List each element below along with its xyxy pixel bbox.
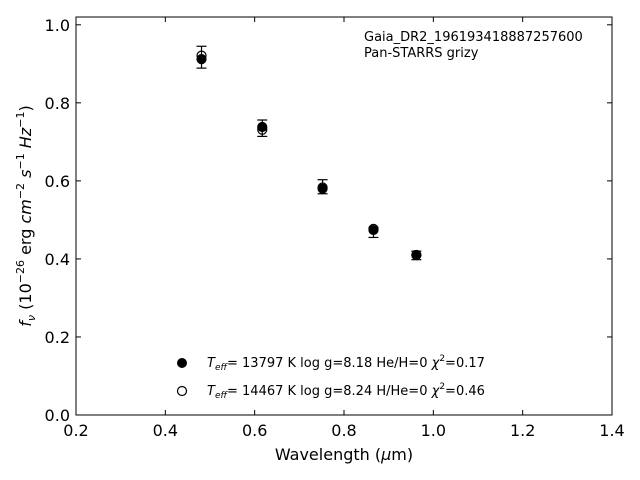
x-tick-label: 0.6 [242,421,267,440]
point-model-1 [257,121,268,133]
x-tick-label: 1.4 [599,421,624,440]
point-model-2 [257,124,268,135]
point-model-1 [196,54,207,65]
x-tick-label: 0.4 [153,421,178,440]
data-points [196,50,422,261]
y-axis-label: fν (10−26 erg cm−2 s−1 Hz−1) [14,105,38,326]
x-tick-label: 0.2 [63,421,88,440]
legend-entry-1: Teff= 13797 K log g=8.18 He/H=0 χ2=0.17 [207,354,485,373]
y-tick-label: 0.8 [45,94,70,113]
y-tick-label: 0.2 [45,328,70,347]
x-axis-ticks: 0.2 0.4 0.6 0.8 1.0 1.2 1.4 [63,17,625,440]
point-model-2 [411,249,422,261]
point-model-2 [317,182,328,193]
point-model-2 [196,50,207,61]
point-model-2 [368,223,379,234]
legend-marker-open [176,385,188,397]
y-tick-label: 0.4 [45,250,70,269]
legend-entry-2: Teff= 14467 K log g=8.24 H/He=0 χ2=0.46 [207,382,485,401]
y-tick-label: 1.0 [45,16,70,35]
x-tick-label: 1.0 [421,421,446,440]
legend: Teff= 13797 K log g=8.18 He/H=0 χ2=0.17 … [176,354,485,401]
y-tick-label: 0.6 [45,172,70,191]
plot-area [75,16,613,416]
x-axis-label: Wavelength (μm) [275,445,413,464]
x-tick-label: 0.8 [331,421,356,440]
y-tick-label: 0.0 [45,406,70,425]
x-tick-label: 1.2 [510,421,535,440]
object-id-annotation: Gaia_DR2_196193418887257600 [364,30,583,45]
survey-annotation: Pan-STARRS grizy [364,46,479,61]
legend-marker-filled [177,358,187,368]
y-axis-ticks: 0.0 0.2 0.4 0.6 0.8 1.0 [45,16,612,425]
